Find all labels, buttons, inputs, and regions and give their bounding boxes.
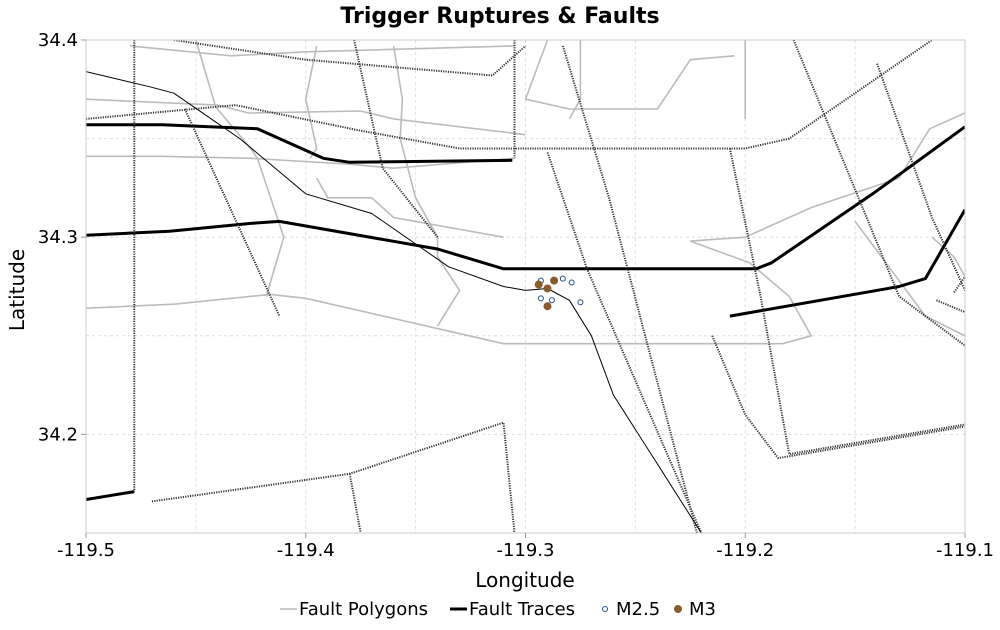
- x-tick-label: -119.1: [936, 540, 994, 561]
- fault-sections-line: [183, 108, 281, 317]
- legend-label-fault-polygons: Fault Polygons: [299, 599, 428, 620]
- fault-traces-line: [729, 208, 965, 318]
- fault-sections-line: [348, 473, 362, 533]
- fault-polygons-line: [524, 40, 735, 110]
- m2-5-point: [559, 275, 566, 282]
- fault-polygons-line: [931, 236, 965, 277]
- y-tick-label: 34.4: [38, 30, 78, 51]
- m2-5-point: [577, 299, 584, 306]
- fault-sections-line: [86, 40, 933, 150]
- fault-polygons-line: [86, 98, 526, 136]
- m2-5-point: [568, 279, 575, 286]
- legend-swatch-m2-5: [602, 606, 608, 612]
- fault-sections-line: [711, 335, 965, 460]
- fault-sections-line: [561, 45, 698, 533]
- x-axis-label: Longitude: [475, 568, 574, 592]
- plot-area: -119.5 -119.4 -119.3 -119.2 -119.1 34.2 34.3 34…: [38, 30, 994, 561]
- fault-polygons-line: [316, 177, 504, 238]
- fault-polygons-line: [854, 220, 965, 337]
- fault-sections-line: [353, 40, 439, 238]
- fault-polygons-line: [86, 293, 783, 345]
- legend-label-fault-traces: Fault Traces: [469, 599, 575, 620]
- legend-label-m3: M3: [689, 599, 716, 620]
- chart-title: Trigger Ruptures & Faults: [340, 4, 659, 29]
- fault-polygons-line: [86, 155, 515, 169]
- fault-traces-line: [86, 123, 513, 164]
- fault-polygons-line: [690, 112, 965, 242]
- rupture-trace-line: [86, 71, 702, 533]
- fault-sections-line: [151, 421, 516, 533]
- x-tick-label: -119.2: [716, 540, 774, 561]
- m3-point: [543, 284, 552, 293]
- fault-polygons-line: [304, 45, 318, 159]
- fault-polygons-line: [129, 45, 515, 57]
- m3-point: [550, 276, 559, 285]
- fault-sections-line: [546, 152, 703, 533]
- fault-polygons-line: [568, 40, 582, 120]
- x-tick-label: -119.3: [496, 540, 554, 561]
- legend: Fault Polygons Fault Traces M2.5 M3: [280, 599, 716, 620]
- fault-traces-line: [86, 125, 965, 271]
- m2-5-point: [537, 295, 544, 302]
- fault-polygons-line: [690, 240, 813, 345]
- fault-sections-line: [936, 299, 965, 314]
- x-tick-label: -119.5: [57, 540, 115, 561]
- series-group: [86, 40, 965, 533]
- legend-label-m2-5: M2.5: [616, 599, 660, 620]
- y-tick-label: 34.3: [38, 227, 78, 248]
- x-tick-label: -119.4: [277, 540, 335, 561]
- m3-point: [543, 302, 552, 311]
- legend-swatch-m3: [674, 605, 682, 613]
- m3-point: [534, 280, 543, 289]
- fault-sections-line: [792, 40, 965, 347]
- y-axis-label: Latitude: [5, 249, 29, 331]
- fault-sections-line: [173, 40, 527, 77]
- fault-sections-line: [953, 276, 965, 293]
- y-tick-label: 34.2: [38, 424, 78, 445]
- fault-polygons-line: [392, 45, 461, 327]
- fault-sections-line: [876, 63, 965, 293]
- m2-5-point: [548, 297, 555, 304]
- fault-traces-line: [86, 490, 135, 501]
- fault-sections-line: [728, 148, 965, 456]
- fault-polygons-line: [195, 40, 285, 297]
